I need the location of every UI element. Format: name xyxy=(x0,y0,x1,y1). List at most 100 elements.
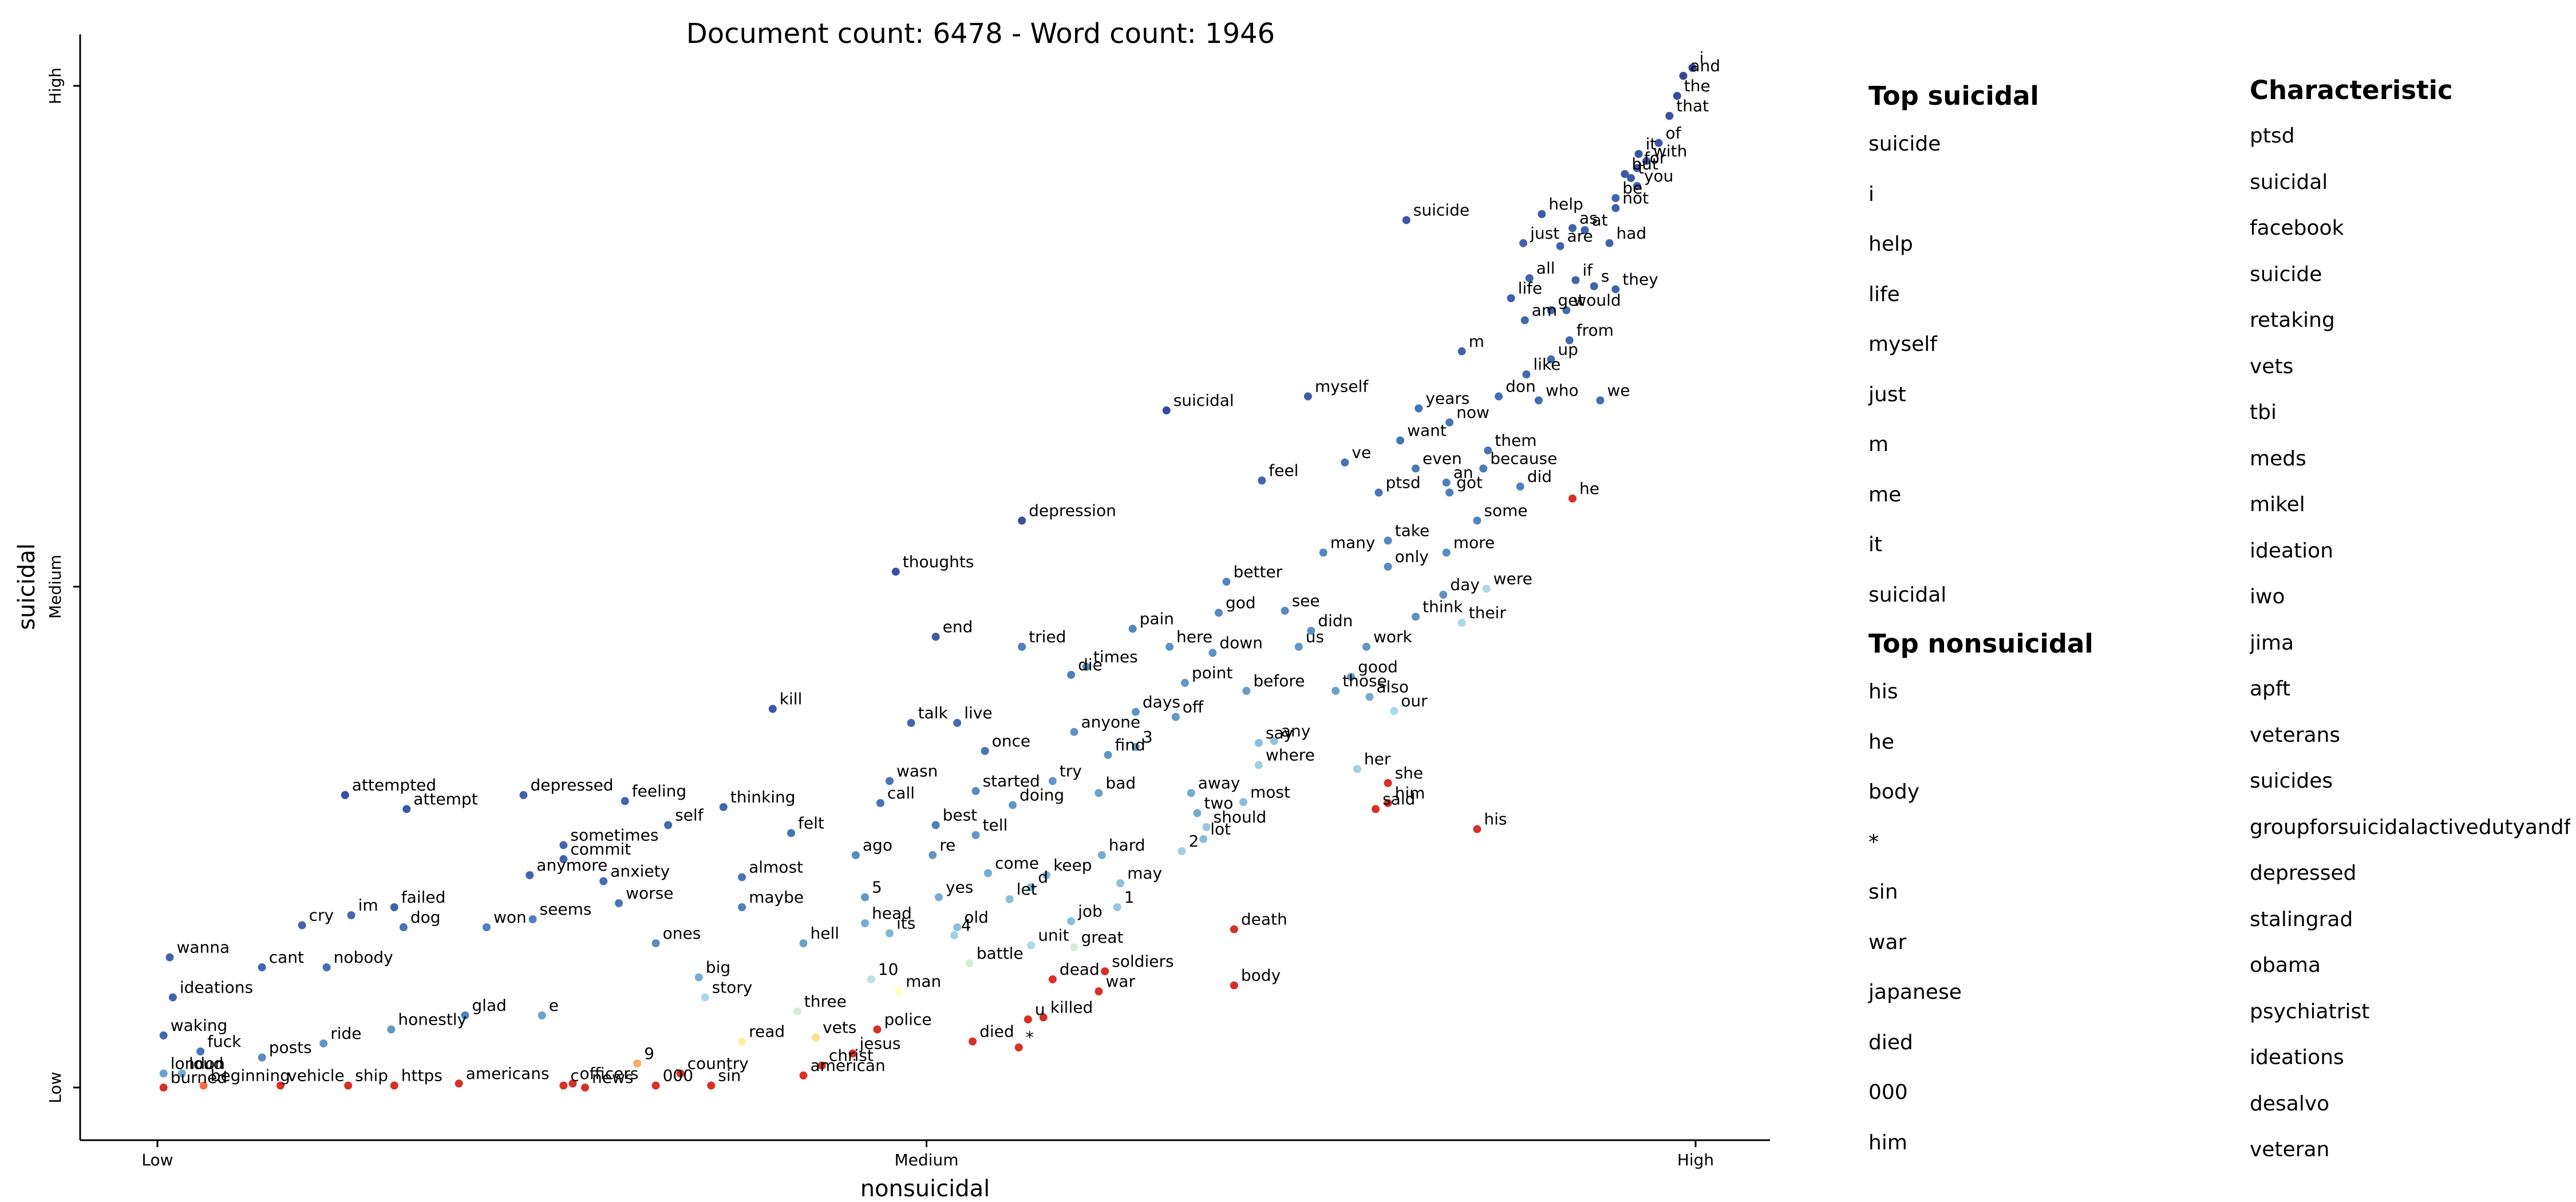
point-label: big xyxy=(706,958,730,977)
point-any xyxy=(1270,737,1278,745)
point-dog xyxy=(399,923,408,931)
point-label: depression xyxy=(1029,501,1116,520)
point-labels: iandthethatofwithitfortbutyoubenotsuicid… xyxy=(171,49,1720,1088)
top-nonsuicidal-item: he xyxy=(1868,730,1894,754)
point-die xyxy=(1067,671,1076,679)
point-would xyxy=(1562,306,1571,314)
point-great xyxy=(1070,943,1078,951)
point-end xyxy=(931,632,940,641)
point-worse xyxy=(615,899,623,907)
point-officers xyxy=(568,1080,577,1088)
point-its xyxy=(886,929,894,938)
point-label: depressed xyxy=(531,776,614,794)
top-suicidal-item: suicidal xyxy=(1868,583,1947,607)
top-suicidal-list: suicide i help life myself just m me it suicidal xyxy=(1868,119,2212,620)
characteristic-item: depressed xyxy=(2250,861,2357,885)
point-label: fuck xyxy=(207,1032,242,1051)
point-and xyxy=(1679,72,1688,80)
point-label: t xyxy=(1638,159,1644,177)
point-had xyxy=(1605,239,1614,247)
characteristic-item: desalvo xyxy=(2250,1092,2330,1116)
point-e xyxy=(538,1011,546,1019)
point-news xyxy=(581,1084,589,1092)
point-attempted xyxy=(341,791,349,799)
point-feel xyxy=(1258,476,1266,485)
point-label: ones xyxy=(663,924,701,943)
point-who xyxy=(1534,396,1543,405)
point-ride xyxy=(319,1039,328,1047)
point-label: talk xyxy=(918,703,949,722)
point-label: point xyxy=(1192,663,1232,682)
point-be xyxy=(1611,194,1620,202)
point-let xyxy=(1005,895,1014,903)
point-war xyxy=(1095,987,1103,995)
point-label: started xyxy=(983,772,1040,790)
point-up xyxy=(1547,355,1555,363)
point-hard xyxy=(1097,851,1106,859)
point-him xyxy=(1384,799,1392,807)
point-label: as xyxy=(1579,209,1598,228)
point-label: anxiety xyxy=(610,862,670,881)
characteristic-item: psychiatrist xyxy=(2250,999,2370,1023)
point-label: god xyxy=(1226,594,1256,612)
point-suicidal xyxy=(1162,406,1171,414)
point-off xyxy=(1171,713,1180,721)
point-point xyxy=(1180,679,1189,687)
point-label: american xyxy=(811,1056,886,1075)
point-label: live xyxy=(964,703,992,722)
characteristic-item: iwo xyxy=(2250,585,2285,608)
point-two xyxy=(1193,809,1202,817)
characteristic-item: mikel xyxy=(2250,493,2305,516)
point-only xyxy=(1384,563,1392,571)
point-label: at xyxy=(1592,211,1608,230)
point-vets xyxy=(812,1033,820,1042)
point-label: i xyxy=(1700,49,1704,68)
point-label: just xyxy=(1530,224,1559,243)
point-before xyxy=(1242,687,1251,695)
point-label: self xyxy=(675,806,704,825)
point-label: many xyxy=(1330,533,1376,552)
point-beginning xyxy=(199,1081,208,1090)
point-label: posts xyxy=(269,1038,312,1057)
top-suicidal-item: help xyxy=(1868,232,1913,256)
point-re xyxy=(929,851,937,859)
point-tell xyxy=(971,831,980,839)
point-label: killed xyxy=(1050,998,1093,1017)
point-label: bad xyxy=(1105,774,1136,793)
characteristic-item: facebook xyxy=(2250,216,2344,240)
point-label: they xyxy=(1622,270,1658,288)
point-anymore xyxy=(526,871,534,879)
point-label: got xyxy=(1456,473,1483,492)
point-also xyxy=(1365,693,1374,701)
point-many xyxy=(1319,548,1327,557)
point-god xyxy=(1215,608,1223,617)
point-label: had xyxy=(1617,224,1647,243)
point-attempt xyxy=(402,805,411,813)
point-of xyxy=(1654,139,1663,147)
top-nonsuicidal-item: war xyxy=(1868,930,1907,954)
point-label: tell xyxy=(983,816,1008,835)
point-pain xyxy=(1128,624,1137,633)
point-label: lot xyxy=(1210,820,1231,839)
point-label: life xyxy=(1518,279,1543,298)
point-depression xyxy=(1018,516,1026,525)
point-label: off xyxy=(1183,698,1204,717)
point-label: battle xyxy=(977,944,1024,963)
characteristic-item: groupforsuicidalactivedutyandformermembe… xyxy=(2250,815,2570,839)
point-label: we xyxy=(1607,381,1630,400)
point-label: try xyxy=(1060,762,1082,781)
point-lot xyxy=(1199,835,1208,843)
point-label: feeling xyxy=(632,782,686,801)
point-days xyxy=(1131,707,1140,716)
point-label: 2 xyxy=(1189,832,1199,851)
point-loud xyxy=(178,1069,186,1078)
point-label: all xyxy=(1536,259,1555,278)
point-4 xyxy=(950,931,958,939)
point-label: * xyxy=(1026,1028,1034,1047)
point-9 xyxy=(633,1059,642,1067)
point-label: also xyxy=(1376,678,1409,697)
point-may xyxy=(1116,879,1125,887)
point-ones xyxy=(651,939,660,947)
point-label: are xyxy=(1567,227,1593,246)
point-wanna xyxy=(165,953,174,962)
